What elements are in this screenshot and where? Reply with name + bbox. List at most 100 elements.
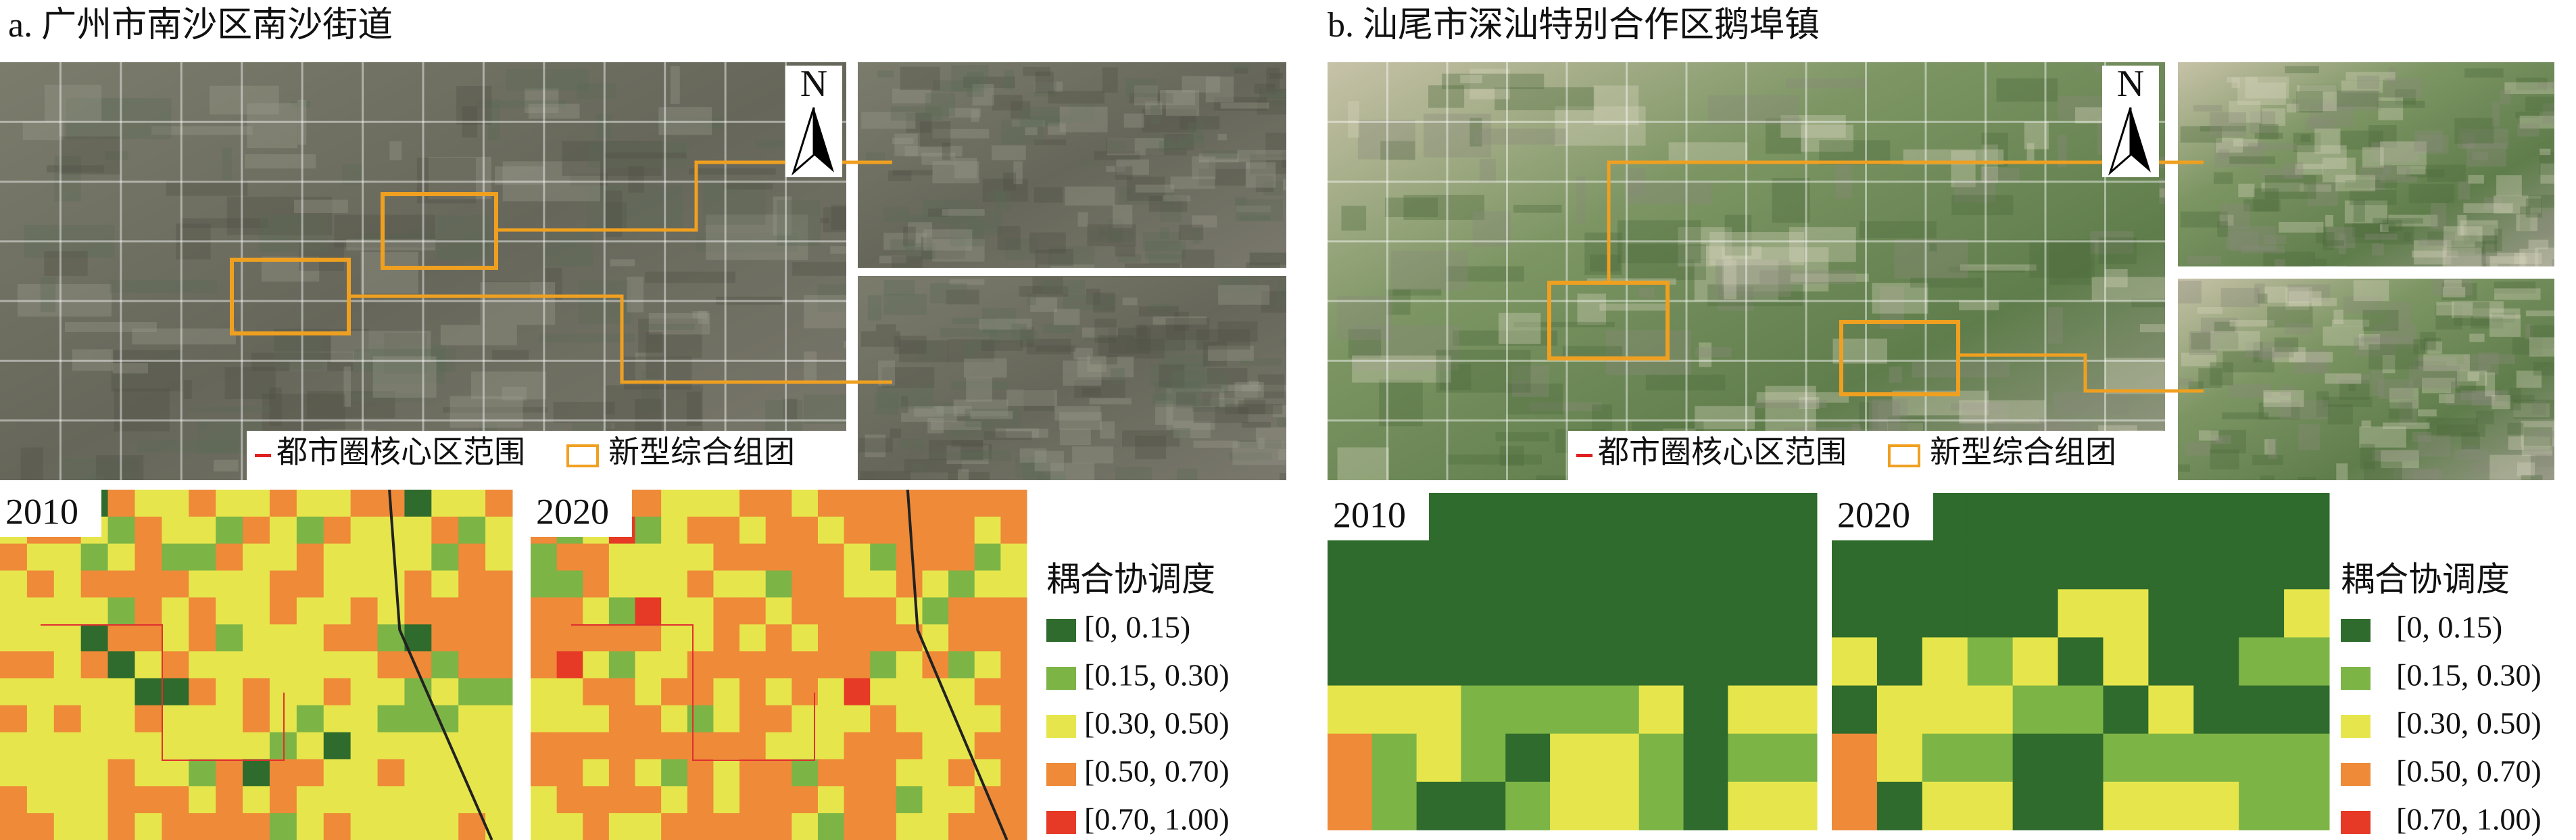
satellite-texture [2377,100,2425,108]
map-cell [323,543,351,571]
map-cell [80,759,109,787]
satellite-texture [1765,386,1816,431]
satellite-texture [2444,226,2483,248]
satellite-texture [997,226,1021,250]
satellite-texture [2264,439,2276,454]
satellite-texture [904,145,963,157]
map-cell [404,759,432,787]
satellite-texture [1263,181,1284,196]
map-cell [80,570,109,598]
satellite-texture [1390,250,1468,291]
satellite-texture [2220,287,2260,308]
map-cell [0,759,28,787]
map-cell [765,732,792,760]
map-cell [216,543,243,571]
satellite-texture [1626,244,1706,281]
map-cell [844,570,871,598]
satellite-texture [2531,401,2546,415]
map-cell [556,543,583,571]
satellite-texture [914,406,944,417]
satellite-texture [1135,436,1167,459]
map-cell [189,813,216,840]
map-cell [1832,541,1878,590]
map-cell [974,597,1001,625]
satellite-texture [1034,139,1067,145]
map-cell [661,813,688,840]
satellite-texture [1599,303,1666,311]
satellite-texture [1109,327,1151,354]
satellite-texture [2529,337,2554,357]
satellite-texture [2262,108,2286,126]
map-cell [0,570,28,598]
map-cell [817,759,845,787]
map-cell [296,759,324,787]
satellite-texture [1562,346,1623,356]
satellite-texture [892,170,933,176]
satellite-texture [2254,283,2265,304]
satellite-texture [1959,400,2045,424]
map-cell [608,570,636,598]
satellite-texture [24,225,115,258]
map-cell [2103,589,2149,638]
map-cell [458,597,486,625]
satellite-texture [456,86,492,125]
satellite-texture [1150,363,1206,387]
satellite-texture [372,356,437,398]
satellite-texture [1266,68,1280,92]
satellite-texture [2423,354,2470,371]
satellite-texture [2047,306,2063,344]
satellite-texture [2198,430,2219,441]
satellite-texture [1176,392,1219,409]
satellite-texture [2296,91,2323,113]
satellite-texture [1255,175,1274,193]
map-cell [1371,733,1417,783]
legend-swatch [2341,667,2371,690]
satellite-texture [1011,101,1031,119]
satellite-texture [371,344,445,384]
satellite-texture [925,93,955,117]
satellite-texture [2378,97,2404,120]
map-cell [817,624,845,652]
satellite-texture [1282,151,1286,168]
map-cell [817,516,845,544]
map-cell [739,732,767,760]
satellite-texture [2241,246,2285,254]
satellite-texture [2451,381,2477,394]
year-label: 2020 [536,491,609,532]
map-cell [404,624,432,652]
satellite-texture [1050,463,1095,480]
satellite-texture [1284,338,1286,346]
satellite-texture [1098,227,1111,237]
satellite-texture [2225,231,2259,250]
satellite-texture [2463,225,2498,244]
satellite-texture [389,141,402,161]
satellite-texture [17,284,112,317]
satellite-texture [967,72,984,97]
map-cell [53,570,82,598]
satellite-texture [384,333,427,374]
map-cell [713,651,740,679]
satellite-texture [2300,134,2311,142]
map-cell [531,786,558,814]
satellite-texture [2535,454,2554,467]
map-cell [1328,541,1373,590]
map-cell [870,543,897,571]
satellite-texture [1019,286,1069,297]
satellite-texture [670,66,680,104]
map-cell [431,490,459,517]
map-cell [350,651,379,679]
satellite-texture [1380,141,1415,160]
satellite-texture [2052,392,2131,415]
satellite-texture [2210,112,2247,137]
map-cell [687,490,714,517]
map-cell [162,678,189,706]
satellite-texture [1117,254,1141,263]
map-cell [739,597,767,625]
map-cell [896,651,923,679]
map-cell [2148,493,2194,542]
map-cell [189,759,216,787]
satellite-texture [1093,292,1115,313]
satellite-texture [2222,412,2269,419]
map-cell [583,732,610,760]
satellite-texture [2350,189,2397,206]
